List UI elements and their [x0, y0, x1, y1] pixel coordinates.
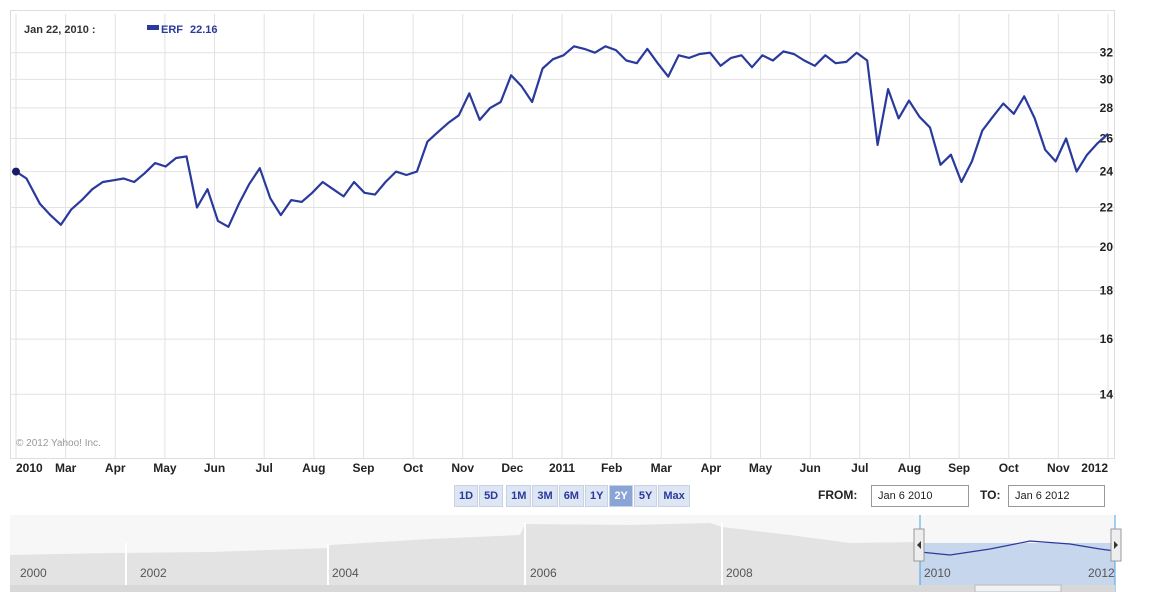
- y-tick-label: 26: [1100, 132, 1114, 146]
- navigator-left-handle[interactable]: [913, 528, 925, 562]
- x-tick-label: Apr: [105, 461, 126, 475]
- navigator-year-label: 2010: [924, 566, 951, 580]
- navigator[interactable]: 2000 2002 2004 2006 2008 2010 2012: [10, 515, 1150, 592]
- range-button-1m[interactable]: 1M: [506, 485, 532, 507]
- from-label: FROM:: [818, 488, 858, 502]
- range-button-1d[interactable]: 1D: [454, 485, 479, 507]
- navigator-year-labels: 2000 2002 2004 2006 2008 2010 2012: [20, 566, 1115, 580]
- grid: [10, 14, 1114, 458]
- navigator-year-label: 2008: [726, 566, 753, 580]
- legend-symbol: ERF: [161, 24, 183, 36]
- from-date-value: Jan 6 2010: [878, 490, 933, 502]
- navigator-scroll-thumb[interactable]: [974, 584, 1062, 592]
- x-tick-label: Aug: [302, 461, 325, 475]
- x-tick-label: Jun: [204, 461, 225, 475]
- y-axis: 32 30 28 26 24 22 20 18 16 14: [1100, 46, 1114, 402]
- y-tick-label: 16: [1100, 332, 1114, 346]
- from-date-field[interactable]: Jan 6 2010: [871, 485, 969, 507]
- y-tick-label: 24: [1100, 165, 1114, 179]
- price-chart[interactable]: Jan 22, 2010 : ERF 22.16 323028262422201…: [10, 10, 1115, 480]
- navigator-year-label: 2012: [1088, 566, 1115, 580]
- range-button-3m[interactable]: 3M: [532, 485, 558, 507]
- y-tick-label: 20: [1100, 240, 1114, 254]
- navigator-year-label: 2004: [332, 566, 359, 580]
- legend: Jan 22, 2010 : ERF 22.16: [24, 24, 218, 36]
- x-tick-label: Nov: [1047, 461, 1070, 475]
- navigator-year-label: 2000: [20, 566, 47, 580]
- x-tick-label: Oct: [999, 461, 1019, 475]
- range-button-5d[interactable]: 5D: [479, 485, 504, 507]
- to-label: TO:: [980, 488, 1001, 502]
- legend-date: Jan 22, 2010 :: [24, 24, 96, 36]
- navigator-year-label: 2002: [140, 566, 167, 580]
- legend-value: 22.16: [190, 24, 218, 36]
- range-button-max[interactable]: Max: [658, 485, 690, 507]
- copyright-text: © 2012 Yahoo! Inc.: [16, 438, 101, 449]
- x-tick-label: Jul: [256, 461, 273, 475]
- navigator-selection[interactable]: [920, 543, 1115, 590]
- range-button-1y[interactable]: 1Y: [584, 485, 609, 507]
- x-tick-label: Dec: [501, 461, 523, 475]
- x-tick-label: Mar: [55, 461, 77, 475]
- x-tick-label: Oct: [403, 461, 423, 475]
- x-tick-label: 2011: [549, 461, 575, 475]
- x-tick-label: Sep: [352, 461, 374, 475]
- range-button-5y[interactable]: 5Y: [633, 485, 658, 507]
- legend-swatch: [147, 25, 159, 30]
- x-tick-label: Jul: [851, 461, 868, 475]
- x-tick-label: Aug: [898, 461, 921, 475]
- navigator-scrollbar[interactable]: [10, 585, 1115, 592]
- x-tick-label: Apr: [701, 461, 722, 475]
- y-tick-label: 30: [1100, 72, 1114, 86]
- price-line: [15, 45, 1109, 228]
- x-tick-label: Nov: [451, 461, 474, 475]
- x-tick-label: Feb: [601, 461, 622, 475]
- navigator-year-label: 2006: [530, 566, 557, 580]
- navigator-right-handle[interactable]: [1110, 528, 1122, 562]
- x-tick-label: Mar: [651, 461, 673, 475]
- y-tick-label: 22: [1100, 201, 1114, 215]
- chart-frame: Jan 22, 2010 : ERF 22.16 32 30 28 26 24 22 20 1…: [10, 10, 1115, 515]
- x-tick-label: 2010: [16, 461, 43, 475]
- y-tick-label: 28: [1100, 101, 1114, 115]
- x-tick-label: Sep: [948, 461, 970, 475]
- y-tick-label: 18: [1100, 283, 1114, 297]
- navigator-selected-line: [919, 540, 1116, 556]
- navigator-history-area: [10, 523, 920, 592]
- x-axis: 2010 Mar Apr May Jun Jul Aug Sep Oct Nov Dec 2011 Fe…: [16, 461, 1108, 475]
- x-tick-label: 2012: [1081, 461, 1108, 475]
- to-date-value: Jan 6 2012: [1015, 490, 1070, 502]
- y-tick-label: 14: [1100, 387, 1114, 401]
- range-buttons: 1D 5D 1M 3M 6M 1Y 2Y 5Y Max: [454, 485, 691, 507]
- x-tick-label: May: [153, 461, 177, 475]
- x-tick-label: May: [749, 461, 773, 475]
- range-button-6m[interactable]: 6M: [558, 485, 584, 507]
- x-tick-label: Jun: [800, 461, 821, 475]
- to-date-field[interactable]: Jan 6 2012: [1008, 485, 1105, 507]
- range-button-2y[interactable]: 2Y: [609, 485, 633, 507]
- start-marker[interactable]: [12, 167, 20, 176]
- y-tick-label: 32: [1100, 46, 1114, 60]
